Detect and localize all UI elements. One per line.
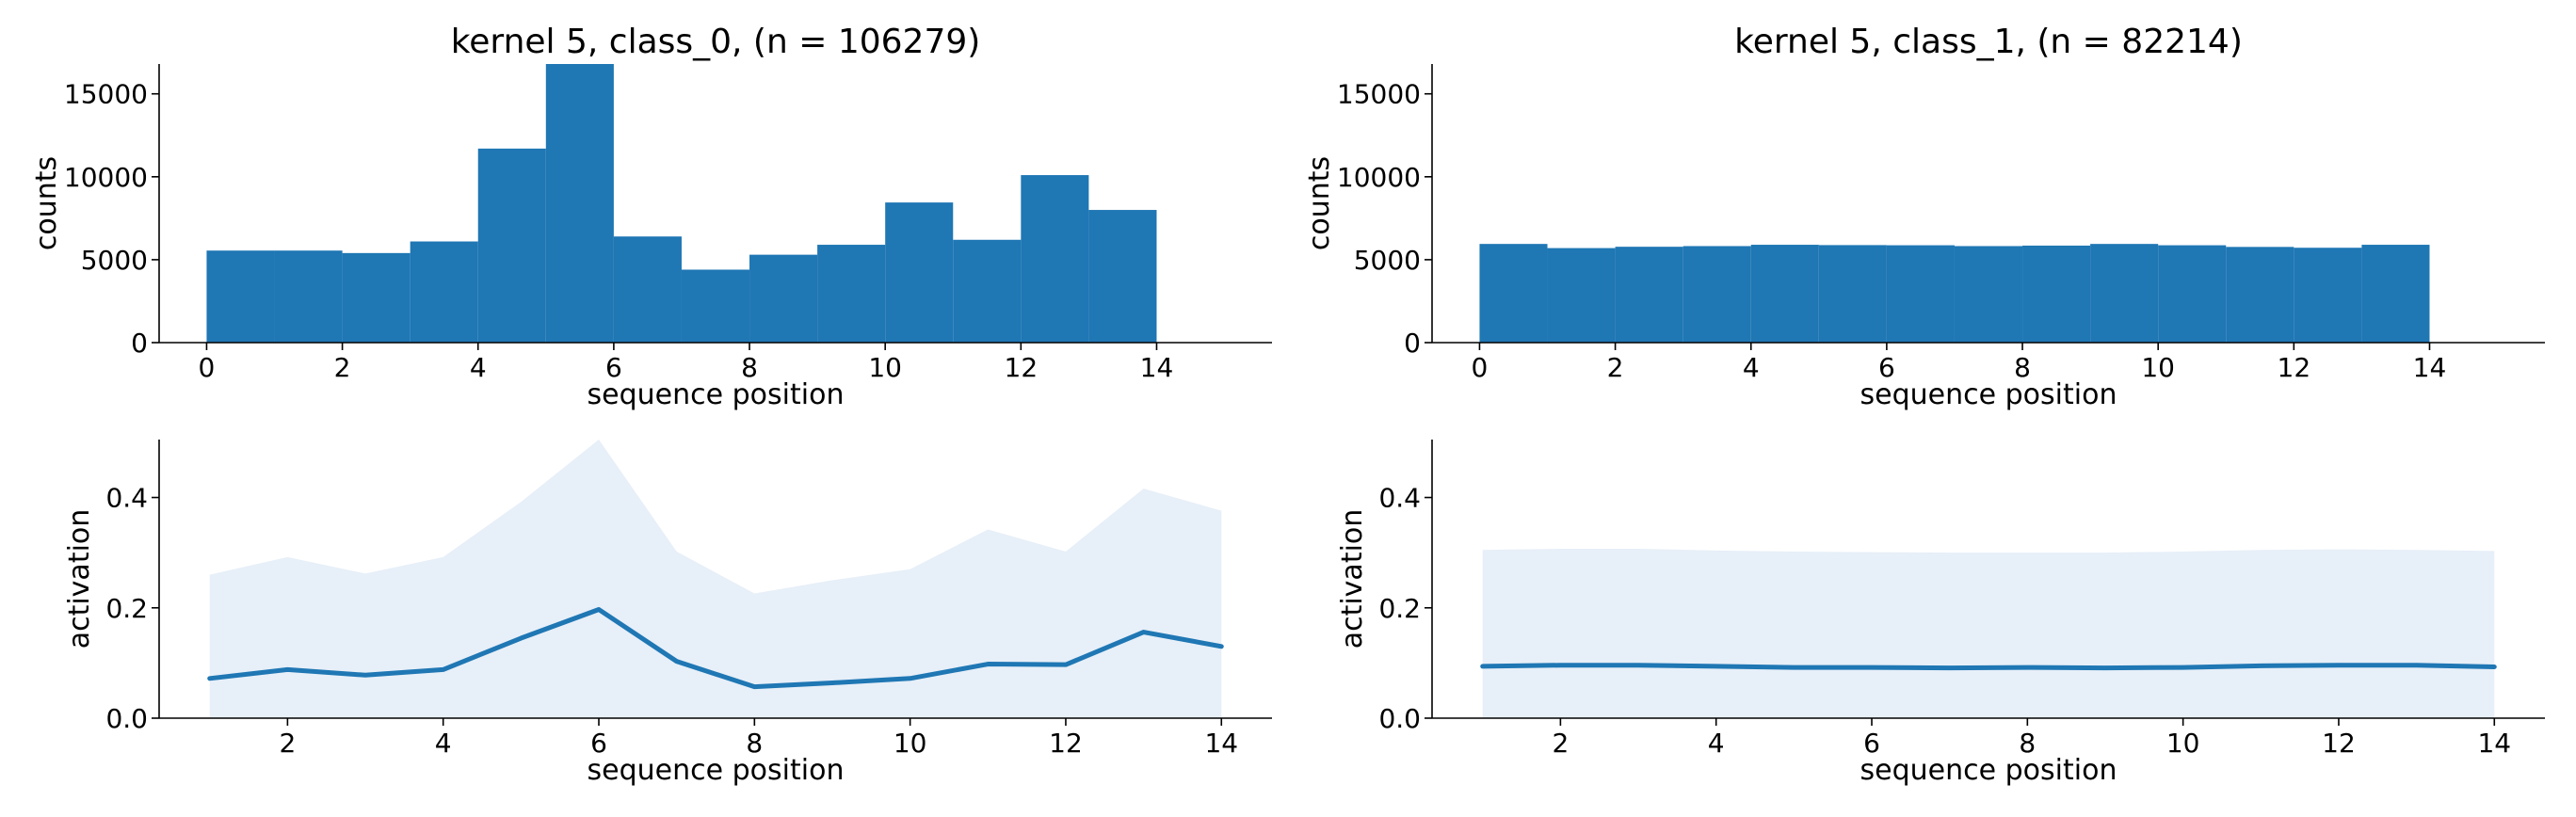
hist_class0-ylabel: counts [30, 156, 63, 250]
hist_class1-ylabel: counts [1303, 156, 1336, 250]
line_class1-xtick-label-5: 12 [2322, 728, 2356, 759]
hist_class0-ytick-label-3: 15000 [64, 79, 148, 110]
hist_class1-xtick-label-5: 10 [2141, 352, 2175, 383]
line_class0-ytick-label-1: 0.2 [105, 593, 148, 624]
line_class0-ytick-label-0: 0.0 [105, 703, 148, 734]
hist_class0-xtick-label-6: 12 [1005, 352, 1038, 383]
hist_class0-bar-10 [885, 202, 953, 343]
hist_class1-bar-4 [1751, 245, 1819, 343]
line_class1-mean-line [1483, 665, 2495, 668]
hist_class1-xtick-label-2: 4 [1743, 352, 1760, 383]
hist_class0-bar-8 [749, 255, 817, 343]
hist_class1-bar-13 [2361, 245, 2429, 343]
hist_class0-bar-1 [275, 250, 343, 343]
hist_class0-bar-3 [411, 242, 478, 343]
line_class1-band [1483, 549, 2495, 718]
hist_class0-xtick-label-1: 2 [334, 352, 351, 383]
hist_class1-bar-1 [1548, 248, 1616, 343]
hist_class1-bar-0 [1479, 244, 1547, 343]
hist_class1-bar-8 [2022, 246, 2090, 343]
hist_class1-bar-6 [1887, 246, 1955, 343]
hist_class0-xtick-label-0: 0 [199, 352, 216, 383]
hist_class1-bar-3 [1683, 246, 1751, 343]
hist_class0-bar-11 [953, 240, 1021, 343]
line_class1-ytick-label-2: 0.4 [1378, 483, 1421, 514]
line_class0-xtick-label-4: 10 [894, 728, 927, 759]
line_class0-xlabel: sequence position [588, 754, 845, 787]
hist_class0-bar-9 [817, 245, 885, 343]
line_class0-ytick-label-2: 0.4 [105, 483, 148, 514]
hist_class0-bar-0 [206, 250, 274, 343]
line_class1-xtick-label-4: 10 [2166, 728, 2200, 759]
hist_class1-ytick-label-3: 15000 [1337, 79, 1421, 110]
hist_class1-bar-10 [2158, 246, 2226, 343]
hist_class1-xtick-label-1: 2 [1607, 352, 1624, 383]
hist_class0-bar-13 [1088, 210, 1156, 343]
hist_class0-xtick-label-5: 10 [868, 352, 902, 383]
line_class1-ytick-label-1: 0.2 [1378, 593, 1421, 624]
hist_class1-bar-5 [1819, 245, 1887, 343]
line_class1-ytick-label-0: 0.0 [1378, 703, 1421, 734]
hist_class1-bar-2 [1616, 247, 1683, 343]
hist_class0-bar-5 [546, 64, 614, 343]
line_class1-xlabel: sequence position [1860, 754, 2117, 787]
hist_class1-ytick-label-2: 10000 [1337, 162, 1421, 193]
line_class0-xtick-label-5: 12 [1049, 728, 1083, 759]
hist_class0-ytick-label-1: 5000 [81, 245, 148, 276]
line_class0-ylabel: activation [63, 509, 96, 649]
hist_class1-bar-12 [2294, 248, 2361, 343]
hist_class1-ytick-label-0: 0 [1404, 328, 1421, 359]
hist_class0-ytick-label-2: 10000 [64, 162, 148, 193]
hist_class1-xlabel: sequence position [1860, 378, 2117, 411]
hist_class1-bar-9 [2090, 244, 2158, 343]
hist_class0-ytick-label-0: 0 [131, 328, 148, 359]
hist_class1-bar-11 [2226, 247, 2294, 343]
hist_class0-xtick-label-7: 14 [1140, 352, 1174, 383]
line_class1-xtick-label-0: 2 [1552, 728, 1569, 759]
hist_class1-xtick-label-6: 12 [2278, 352, 2311, 383]
line_class1-xtick-label-1: 4 [1708, 728, 1725, 759]
line_class0-xtick-label-6: 14 [1204, 728, 1238, 759]
hist_class0-xlabel: sequence position [588, 378, 845, 411]
line_class0-xtick-label-0: 2 [279, 728, 296, 759]
hist_class1-xtick-label-0: 0 [1472, 352, 1489, 383]
line_class0-xtick-label-1: 4 [435, 728, 452, 759]
hist_class0-bar-4 [478, 149, 546, 343]
hist_class1-xtick-label-7: 14 [2413, 352, 2447, 383]
hist_class0-title: kernel 5, class_0, (n = 106279) [451, 23, 981, 61]
hist_class1-ytick-label-1: 5000 [1354, 245, 1421, 276]
hist_class0-bar-6 [614, 236, 682, 343]
hist_class0-bar-2 [343, 253, 411, 343]
hist_class0-bar-7 [682, 269, 749, 343]
hist_class1-title: kernel 5, class_1, (n = 82214) [1734, 23, 2243, 61]
line_class1-xtick-label-6: 14 [2477, 728, 2511, 759]
hist_class0-xtick-label-2: 4 [470, 352, 487, 383]
hist_class0-bar-12 [1021, 175, 1088, 343]
line_class1-ylabel: activation [1336, 509, 1369, 649]
hist_class1-bar-7 [1955, 246, 2022, 343]
